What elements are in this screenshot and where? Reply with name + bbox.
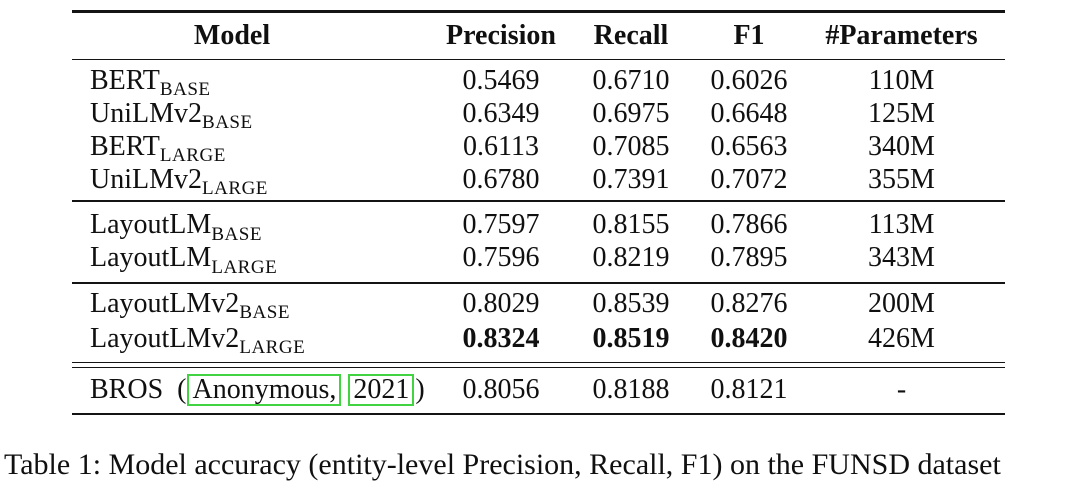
table-caption: Table 1: Model accuracy (entity-level Pr… [4, 448, 1001, 481]
table-row: LayoutLMv2BASE 0.8029 0.8539 0.8276 200M [72, 287, 1005, 323]
precision-cell: 0.8056 [462, 374, 540, 406]
recall-cell: 0.7085 [592, 130, 670, 162]
f1-cell: 0.6648 [710, 97, 788, 129]
precision-cell: 0.5469 [462, 64, 540, 96]
table-row: BERTLARGE 0.6113 0.7085 0.6563 340M [72, 130, 1005, 165]
f1-cell: 0.8121 [710, 374, 788, 406]
model-cell: BERTBASE [72, 64, 440, 99]
recall-cell: 0.6975 [592, 97, 670, 129]
recall-cell: 0.8539 [592, 288, 670, 320]
f1-cell: 0.6026 [710, 64, 788, 96]
header-recall: Recall [593, 19, 669, 51]
model-size-subscript: LARGE [239, 337, 306, 359]
recall-cell: 0.8155 [592, 209, 670, 241]
model-size-subscript: BASE [202, 112, 253, 134]
table-row: LayoutLMBASE 0.7597 0.8155 0.7866 113M [72, 209, 1005, 244]
params-cell: 343M [868, 242, 935, 274]
f1-cell: 0.7866 [710, 209, 788, 241]
model-size-subscript: LARGE [159, 145, 226, 167]
header-model: Model [193, 19, 271, 51]
params-cell: 113M [868, 209, 935, 241]
table-group-baselines: BERTBASE 0.5469 0.6710 0.6026 110M UniLM… [72, 60, 1005, 200]
params-cell: 426M [868, 323, 935, 355]
precision-cell: 0.7597 [462, 209, 540, 241]
model-cell: LayoutLMBASE [72, 209, 440, 244]
model-size-subscript: LARGE [202, 178, 268, 200]
params-cell: - [896, 374, 907, 406]
model-size-subscript: BASE [211, 223, 262, 245]
model-name: UniLMv2 [90, 163, 202, 195]
params-cell: 200M [868, 288, 935, 320]
precision-cell: 0.6780 [462, 163, 540, 195]
precision-cell: 0.8324 [462, 323, 540, 355]
citation-author-link[interactable]: Anonymous, [187, 374, 342, 407]
table-bottom-rule [72, 412, 1005, 416]
model-size-subscript: LARGE [211, 256, 278, 278]
header-parameters: #Parameters [825, 19, 978, 51]
model-cell: BERTLARGE [72, 130, 440, 165]
model-name: UniLMv2 [90, 97, 202, 129]
model-name: BROS [90, 374, 164, 406]
table-row: UniLMv2BASE 0.6349 0.6975 0.6648 125M [72, 97, 1005, 132]
table-row: LayoutLMLARGE 0.7596 0.8219 0.7895 343M [72, 242, 1005, 277]
citation-close-paren: ) [415, 374, 425, 406]
model-name: LayoutLMv2 [90, 323, 240, 355]
header-bottom-rule [72, 58, 1005, 61]
precision-cell: 0.6113 [463, 130, 539, 162]
table-row: BROS (Anonymous, 2021) 0.8056 0.8188 0.812… [72, 368, 1005, 413]
table-row: UniLMv2LARGE 0.6780 0.7391 0.7072 355M [72, 163, 1005, 198]
params-cell: 355M [868, 163, 935, 195]
table-row-best-result: LayoutLMv2LARGE 0.8324 0.8519 0.8420 426… [72, 322, 1005, 358]
results-table: Model Precision Recall F1 #Parameters BE… [72, 10, 1005, 416]
recall-cell: 0.8519 [592, 323, 670, 355]
precision-cell: 0.7596 [462, 242, 540, 274]
model-cell: UniLMv2BASE [72, 97, 440, 132]
model-name: LayoutLM [90, 242, 212, 274]
model-size-subscript: BASE [159, 79, 211, 101]
params-cell: 340M [868, 130, 935, 162]
double-rule [72, 361, 1005, 368]
table-header-row: Model Precision Recall F1 #Parameters [72, 13, 1005, 59]
precision-cell: 0.8029 [462, 288, 540, 320]
table-top-rule [72, 10, 1005, 13]
model-size-subscript: BASE [239, 302, 290, 324]
citation-open-paren: ( [177, 374, 187, 406]
params-cell: 110M [868, 64, 935, 96]
model-cell: LayoutLMLARGE [72, 242, 440, 277]
model-name: BERT [90, 64, 160, 96]
f1-cell: 0.8420 [710, 323, 788, 355]
recall-cell: 0.7391 [592, 163, 670, 195]
f1-cell: 0.8276 [710, 288, 788, 320]
table-group-bros: BROS (Anonymous, 2021) 0.8056 0.8188 0.812… [72, 368, 1005, 413]
recall-cell: 0.6710 [592, 64, 670, 96]
model-cell: LayoutLMv2BASE [72, 288, 440, 323]
group-divider-rule [72, 200, 1005, 202]
header-f1: F1 [733, 19, 765, 51]
table-group-layoutlm: LayoutLMBASE 0.7597 0.8155 0.7866 113M L… [72, 202, 1005, 282]
model-cell: UniLMv2LARGE [72, 163, 440, 198]
params-cell: 125M [868, 97, 935, 129]
f1-cell: 0.7072 [710, 163, 788, 195]
precision-cell: 0.6349 [462, 97, 540, 129]
model-name: LayoutLMv2 [90, 288, 240, 320]
recall-cell: 0.8188 [592, 374, 670, 406]
f1-cell: 0.7895 [710, 242, 788, 274]
table-group-layoutlmv2: LayoutLMv2BASE 0.8029 0.8539 0.8276 200M… [72, 284, 1005, 362]
model-cell: BROS (Anonymous, 2021) [72, 374, 440, 407]
recall-cell: 0.8219 [592, 242, 670, 274]
table-row: BERTBASE 0.5469 0.6710 0.6026 110M [72, 64, 1005, 99]
model-cell: LayoutLMv2LARGE [72, 323, 440, 358]
header-precision: Precision [446, 19, 556, 51]
f1-cell: 0.6563 [710, 130, 788, 162]
model-name: LayoutLM [90, 209, 212, 241]
citation-year-link[interactable]: 2021 [348, 374, 415, 407]
model-name: BERT [90, 130, 160, 162]
group-divider-rule [72, 281, 1005, 284]
